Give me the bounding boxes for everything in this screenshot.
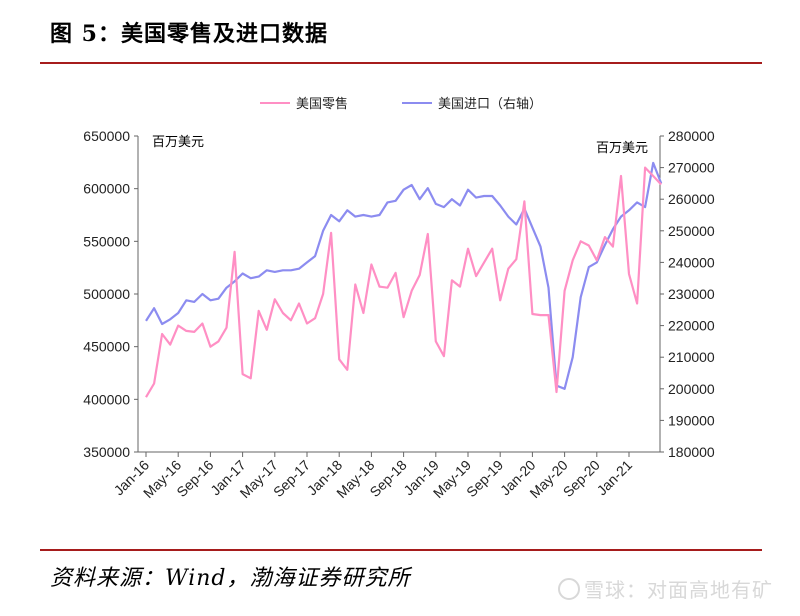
right-tick-label: 180000 bbox=[668, 444, 715, 460]
x-tick-label: Sep-18 bbox=[366, 457, 409, 500]
bottom-divider bbox=[40, 549, 762, 551]
left-tick-label: 350000 bbox=[83, 444, 130, 460]
series-line-imports bbox=[145, 161, 663, 390]
left-tick-label: 650000 bbox=[83, 128, 130, 144]
left-tick-label: 400000 bbox=[83, 391, 130, 407]
legend: 美国零售 美国进口（右轴） bbox=[260, 96, 542, 112]
watermark-text: 雪球：对面高地有矿 bbox=[584, 578, 773, 602]
right-tick-label: 220000 bbox=[668, 318, 715, 334]
left-tick-label: 600000 bbox=[83, 181, 130, 197]
x-tick-label: Sep-17 bbox=[270, 457, 313, 500]
left-axis-unit: 百万美元 bbox=[152, 135, 204, 150]
legend-label-retail: 美国零售 bbox=[296, 96, 348, 112]
right-tick-label: 200000 bbox=[668, 381, 715, 397]
x-tick-label: Jan-21 bbox=[594, 457, 636, 499]
x-tick-label: Sep-20 bbox=[560, 457, 603, 500]
axes bbox=[134, 135, 664, 457]
right-axis-unit: 百万美元 bbox=[596, 141, 648, 156]
top-divider bbox=[40, 62, 762, 64]
legend-label-imports: 美国进口（右轴） bbox=[438, 97, 542, 112]
right-tick-label: 270000 bbox=[668, 160, 715, 176]
watermark: 雪球：对面高地有矿 bbox=[558, 574, 773, 603]
right-tick-label: 240000 bbox=[668, 254, 715, 270]
left-tick-label: 450000 bbox=[83, 339, 130, 355]
right-tick-label: 280000 bbox=[668, 128, 715, 144]
x-tick-label: Sep-16 bbox=[173, 457, 216, 500]
right-tick-label: 260000 bbox=[668, 191, 715, 207]
right-tick-label: 230000 bbox=[668, 286, 715, 302]
left-tick-label: 500000 bbox=[83, 286, 130, 302]
x-tick-label: Sep-19 bbox=[463, 457, 506, 500]
series-lines bbox=[145, 161, 663, 398]
right-tick-label: 210000 bbox=[668, 349, 715, 365]
left-tick-label: 550000 bbox=[83, 233, 130, 249]
series-line-retail bbox=[145, 166, 663, 398]
right-tick-label: 190000 bbox=[668, 412, 715, 428]
snowball-logo-icon bbox=[558, 578, 580, 600]
chart-title: 图 5：美国零售及进口数据 bbox=[50, 21, 328, 47]
right-tick-label: 250000 bbox=[668, 223, 715, 239]
source-note: 资料来源：Wind，渤海证券研究所 bbox=[50, 566, 411, 591]
